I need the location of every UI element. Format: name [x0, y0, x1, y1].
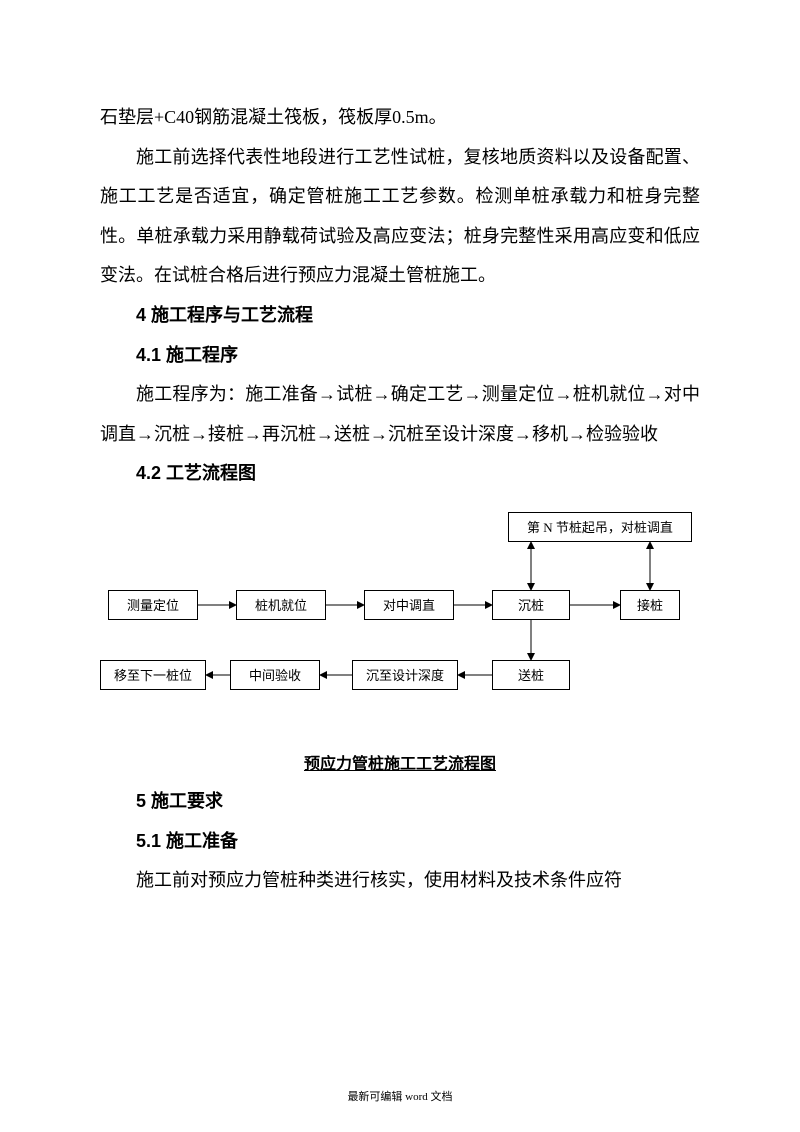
heading-4-2: 4.2 工艺流程图: [100, 454, 700, 494]
opening-line: 石垫层+C40钢筋混凝土筏板，筏板厚0.5m。: [100, 98, 700, 138]
node-top: 第 N 节桩起吊，对桩调直: [508, 512, 692, 542]
procedure-paragraph: 施工程序为：施工准备→试桩→确定工艺→测量定位→桩机就位→对中调直→沉桩→接桩→…: [100, 375, 700, 454]
node-send: 送桩: [492, 660, 570, 690]
page-footer: 最新可编辑 word 文档: [0, 1088, 800, 1104]
paragraph-intro: 施工前选择代表性地段进行工艺性试桩，复核地质资料以及设备配置、施工工艺是否适宜，…: [100, 138, 700, 296]
flowchart-caption: 预应力管桩施工工艺流程图: [100, 750, 700, 774]
heading-4: 4 施工程序与工艺流程: [100, 296, 700, 336]
node-machine: 桩机就位: [236, 590, 326, 620]
heading-5: 5 施工要求: [100, 782, 700, 822]
node-move: 移至下一桩位: [100, 660, 206, 690]
paragraph-5-1: 施工前对预应力管桩种类进行核实，使用材料及技术条件应符: [100, 861, 700, 901]
flowchart: 第 N 节桩起吊，对桩调直 测量定位 桩机就位 对中调直 沉桩 接桩 送桩 沉至…: [100, 512, 700, 722]
node-connect: 接桩: [620, 590, 680, 620]
node-sink: 沉桩: [492, 590, 570, 620]
node-mid: 中间验收: [230, 660, 320, 690]
node-depth: 沉至设计深度: [352, 660, 458, 690]
heading-5-1: 5.1 施工准备: [100, 822, 700, 862]
node-align: 对中调直: [364, 590, 454, 620]
heading-4-1: 4.1 施工程序: [100, 336, 700, 376]
node-measure: 测量定位: [108, 590, 198, 620]
